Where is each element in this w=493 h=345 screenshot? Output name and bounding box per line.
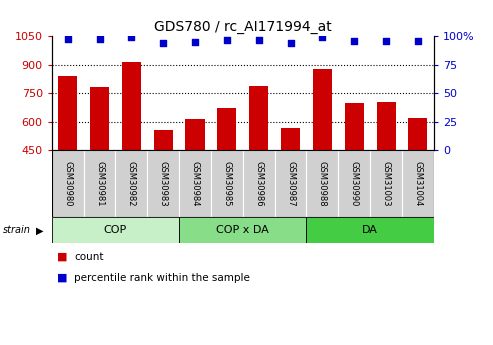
Text: GSM31004: GSM31004 [414,161,423,206]
Bar [249,86,268,150]
Text: GSM30987: GSM30987 [286,161,295,207]
Bar [345,103,364,150]
Text: ■: ■ [57,273,67,283]
Point [414,38,422,43]
Text: GSM30983: GSM30983 [159,161,168,207]
Bar [313,69,332,150]
Point [255,37,263,42]
Bar [338,150,370,217]
Bar [211,150,243,217]
Text: COP: COP [104,225,127,235]
Text: GSM30980: GSM30980 [63,161,72,206]
Text: percentile rank within the sample: percentile rank within the sample [74,273,250,283]
Point [382,38,390,43]
Point [96,36,104,41]
Bar [243,150,275,217]
Text: GSM30986: GSM30986 [254,161,263,207]
Bar [179,217,307,243]
Bar [408,118,427,150]
Text: GSM30981: GSM30981 [95,161,104,206]
Bar [147,150,179,217]
Text: ■: ■ [57,252,67,262]
Bar [185,119,205,150]
Bar [90,87,109,150]
Point [351,38,358,43]
Text: strain: strain [2,225,31,235]
Point [318,34,326,40]
Text: COP x DA: COP x DA [216,225,269,235]
Bar [307,150,338,217]
Bar [402,150,434,217]
Bar [179,150,211,217]
Point [223,37,231,42]
Point [127,34,135,40]
Text: DA: DA [362,225,378,235]
Bar [281,128,300,150]
Bar [307,217,434,243]
Point [191,39,199,45]
Text: GSM30985: GSM30985 [222,161,231,206]
Text: GSM30982: GSM30982 [127,161,136,206]
Bar [115,150,147,217]
Bar [52,217,179,243]
Bar [154,130,173,150]
Bar [52,150,84,217]
Point [286,40,294,46]
Text: GSM30990: GSM30990 [350,161,359,206]
Text: GSM30988: GSM30988 [318,161,327,207]
Point [159,40,167,46]
Text: GSM30984: GSM30984 [190,161,200,206]
Bar [84,150,115,217]
Text: count: count [74,252,104,262]
Bar [217,108,237,150]
Point [64,36,71,41]
Bar [58,76,77,150]
Bar [370,150,402,217]
Text: ▶: ▶ [35,225,43,235]
Title: GDS780 / rc_AI171994_at: GDS780 / rc_AI171994_at [154,20,332,34]
Bar [275,150,307,217]
Bar [122,62,141,150]
Text: GSM31003: GSM31003 [382,161,390,206]
Bar [377,102,395,150]
